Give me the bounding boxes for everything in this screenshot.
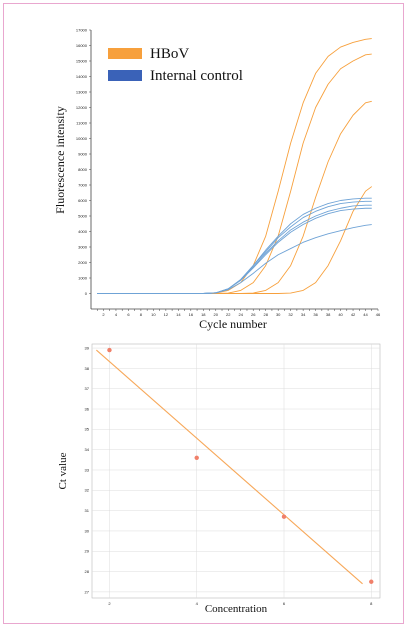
x-tick-label: 2: [102, 312, 105, 317]
y-tick-label: 34: [85, 447, 90, 452]
x-tick-label: 38: [326, 312, 331, 317]
x-tick-label: 26: [251, 312, 256, 317]
y-tick-label: 3000: [78, 244, 88, 249]
plot-area: [91, 343, 381, 599]
x-tick-label: 14: [176, 312, 181, 317]
hbov-curve-2: [97, 53, 372, 294]
y-tick-label: 31: [85, 508, 90, 513]
legend-swatch-internal-control: [108, 70, 142, 81]
y-tick-label: 30: [85, 528, 90, 533]
data-point: [107, 347, 112, 353]
figure-frame: [3, 3, 404, 624]
data-point: [194, 455, 199, 460]
legend-label-hbov: HBoV: [150, 46, 189, 62]
y-tick-label: 36: [85, 406, 90, 411]
x-tick-label: 8: [140, 312, 143, 317]
y-tick-label: 6000: [78, 198, 88, 203]
y-tick-label: 16000: [76, 43, 88, 48]
x-tick-label: 20: [214, 312, 219, 317]
y-axis-label: Fluorescence intensity: [53, 106, 67, 214]
y-tick-label: 37: [85, 386, 90, 391]
x-tick-label: 22: [226, 312, 231, 317]
internal-control-curve-7: [97, 204, 372, 294]
internal-control-curve-5: [97, 197, 372, 294]
x-tick-label: 12: [164, 312, 169, 317]
y-tick-label: 2000: [78, 260, 88, 265]
y-tick-label: 35: [85, 427, 90, 432]
y-tick-label: 17000: [76, 27, 88, 32]
y-tick-label: 28: [85, 569, 90, 574]
y-tick-label: 14000: [76, 74, 88, 79]
y-tick-label: 33: [85, 467, 90, 472]
x-tick-label: 2: [108, 601, 111, 606]
y-tick-label: 13000: [76, 89, 88, 94]
data-point: [369, 579, 374, 584]
x-tick-label: 8: [370, 601, 373, 606]
x-tick-label: 42: [351, 312, 356, 317]
x-tick-label: 36: [313, 312, 318, 317]
x-tick-label: 18: [201, 312, 206, 317]
y-tick-label: 10000: [76, 136, 88, 141]
x-tick-label: 28: [263, 312, 268, 317]
data-point: [281, 514, 287, 519]
amplification-chart: 2 4 6 8 10 12 14 16 18 20 22 24 26 28 30 32 34 36 38 40 42 44…: [53, 27, 381, 331]
internal-control-curve-9: [97, 224, 372, 294]
legend-swatch-hbov: [108, 48, 142, 59]
y-tick-label: 29: [85, 549, 90, 554]
regression-line: [96, 349, 363, 585]
legend: HBoV Internal control: [108, 46, 243, 84]
y-tick-label: 12000: [76, 105, 88, 110]
y-tick-label: 0: [85, 291, 88, 296]
y-tick-label: 15000: [76, 58, 88, 63]
y-tick-label: 5000: [78, 213, 88, 218]
x-tick-label: 4: [115, 312, 118, 317]
y-tick-label: 11000: [76, 120, 88, 125]
x-tick-label: 6: [283, 601, 286, 606]
y-tick-label: 32: [85, 488, 90, 493]
y-axis-label: Ct value: [57, 452, 69, 489]
x-tick-label: 10: [151, 312, 156, 317]
y-tick-label: 27: [85, 589, 90, 594]
x-tick-label: 40: [338, 312, 343, 317]
x-tick-label: 16: [189, 312, 194, 317]
x-tick-label: 4: [196, 601, 199, 606]
x-tick-label: 30: [276, 312, 281, 317]
y-tick-label: 39: [85, 345, 90, 350]
internal-control-curve-6: [97, 200, 372, 294]
x-axis-label: Concentration: [205, 603, 268, 615]
x-tick-label: 34: [301, 312, 306, 317]
x-tick-label: 32: [288, 312, 293, 317]
y-tick-label: 8000: [78, 167, 88, 172]
x-axis-label: Cycle number: [199, 317, 267, 331]
ct-scatter-chart: 27 28 29 30 31 32 33 34 35 36 37 38 39 2 4 6 8 Concentra…: [57, 343, 381, 615]
y-tick-label: 38: [85, 366, 90, 371]
y-tick-label: 7000: [78, 182, 88, 187]
internal-control-curve-8: [97, 207, 372, 294]
x-tick-label: 44: [363, 312, 368, 317]
y-tick-label: 9000: [78, 151, 88, 156]
x-tick-label: 24: [239, 312, 244, 317]
hbov-curve-3: [97, 100, 372, 294]
y-tick-label: 4000: [78, 229, 88, 234]
y-tick-label: 1000: [78, 275, 88, 280]
x-tick-label: 46: [376, 312, 381, 317]
x-tick-label: 6: [127, 312, 130, 317]
legend-label-internal-control: Internal control: [150, 68, 243, 84]
